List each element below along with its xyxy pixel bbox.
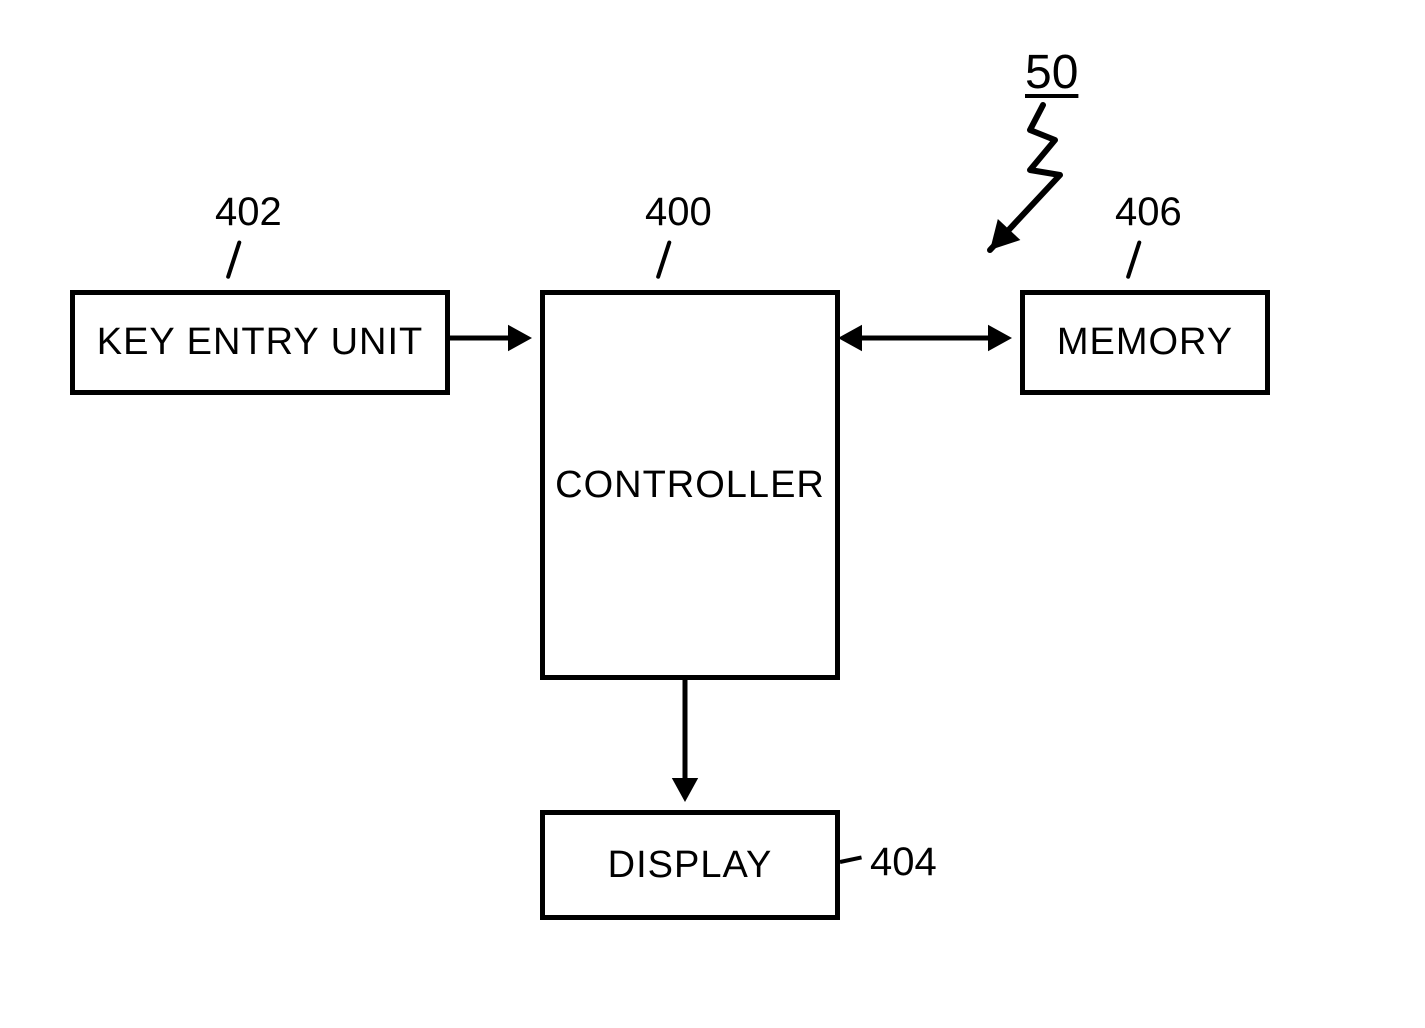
memory-block: MEMORY (1020, 290, 1270, 395)
key_entry-ref-tick (226, 240, 242, 279)
display-label: DISPLAY (608, 844, 773, 887)
diagram-canvas: KEY ENTRY UNIT 402 CONTROLLER 400 MEMORY 406 D… (0, 0, 1425, 1028)
key_entry-label: KEY ENTRY UNIT (97, 321, 424, 364)
display-ref: 404 (870, 840, 937, 885)
global-ref-squiggle-head (990, 219, 1020, 250)
memory-label: MEMORY (1057, 321, 1233, 364)
memory-ref: 406 (1115, 190, 1182, 235)
controller-ref-tick (656, 240, 672, 279)
global-ref-label: 50 (1025, 45, 1078, 100)
controller-ref: 400 (645, 190, 712, 235)
key_entry-block: KEY ENTRY UNIT (70, 290, 450, 395)
edge-controller-display-head (672, 778, 698, 802)
display-ref-tick (840, 855, 862, 863)
key_entry-ref: 402 (215, 190, 282, 235)
edge-controller-memory-head (988, 325, 1012, 351)
controller-label: CONTROLLER (555, 464, 825, 507)
global-ref-squiggle (990, 105, 1060, 250)
memory-ref-tick (1126, 240, 1142, 279)
controller-block: CONTROLLER (540, 290, 840, 680)
edge-key_entry-controller-head (508, 325, 532, 351)
display-block: DISPLAY (540, 810, 840, 920)
edge-controller-memory-tail (838, 325, 862, 351)
